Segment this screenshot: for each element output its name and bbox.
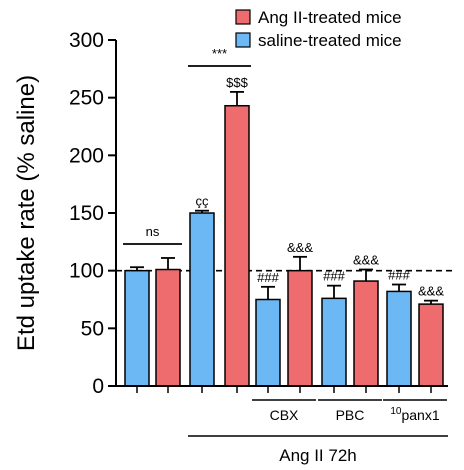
comparison-label: ns bbox=[146, 224, 160, 239]
bar-label: çç bbox=[196, 194, 210, 209]
y-tick-label: 50 bbox=[81, 317, 104, 340]
bar-label: &&& bbox=[287, 240, 313, 255]
treatment-label: CBX bbox=[270, 407, 299, 423]
legend-label: Ang II-treated mice bbox=[258, 8, 402, 27]
treatment-label-text: panx1 bbox=[401, 407, 439, 423]
comparison-label: *** bbox=[212, 46, 227, 61]
treatment-label-superscript: 10 bbox=[390, 406, 402, 417]
bar-label: ### bbox=[257, 270, 279, 285]
treatment-label: PBC bbox=[336, 407, 365, 423]
y-tick-label: 200 bbox=[69, 144, 104, 167]
treatment-label: 10panx1 bbox=[390, 406, 439, 423]
bar bbox=[353, 280, 379, 387]
y-tick-label: 250 bbox=[69, 87, 104, 110]
bar bbox=[321, 297, 347, 387]
bar bbox=[189, 212, 215, 387]
bar-label: ### bbox=[323, 269, 345, 284]
bar bbox=[255, 298, 281, 387]
bar-label: $$$ bbox=[226, 75, 248, 90]
y-tick-label: 0 bbox=[92, 375, 104, 398]
y-tick-label: 300 bbox=[69, 29, 104, 52]
bar bbox=[418, 303, 444, 387]
legend-swatch bbox=[235, 9, 251, 25]
y-tick-label: 100 bbox=[69, 260, 104, 283]
legend-label: saline-treated mice bbox=[258, 31, 402, 50]
legend-swatch bbox=[235, 32, 251, 48]
bar-label: &&& bbox=[353, 253, 379, 268]
y-tick-label: 150 bbox=[69, 202, 104, 225]
bar-label: ### bbox=[388, 268, 410, 283]
bar-label: &&& bbox=[418, 284, 444, 299]
x-axis-title: Ang II 72h bbox=[279, 446, 357, 465]
bar bbox=[155, 268, 181, 387]
y-axis-title: Etd uptake rate (% saline) bbox=[13, 75, 40, 351]
bar bbox=[124, 269, 150, 387]
bar bbox=[386, 290, 412, 387]
bar bbox=[287, 269, 313, 387]
bar bbox=[224, 104, 250, 387]
